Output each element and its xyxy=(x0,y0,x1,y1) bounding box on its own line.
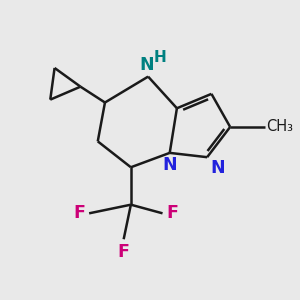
Text: N: N xyxy=(140,56,154,74)
Text: N: N xyxy=(210,159,225,177)
Text: H: H xyxy=(154,50,167,64)
Text: CH₃: CH₃ xyxy=(266,119,293,134)
Text: F: F xyxy=(166,204,178,222)
Text: F: F xyxy=(74,204,86,222)
Text: F: F xyxy=(118,243,130,261)
Text: N: N xyxy=(162,156,177,174)
